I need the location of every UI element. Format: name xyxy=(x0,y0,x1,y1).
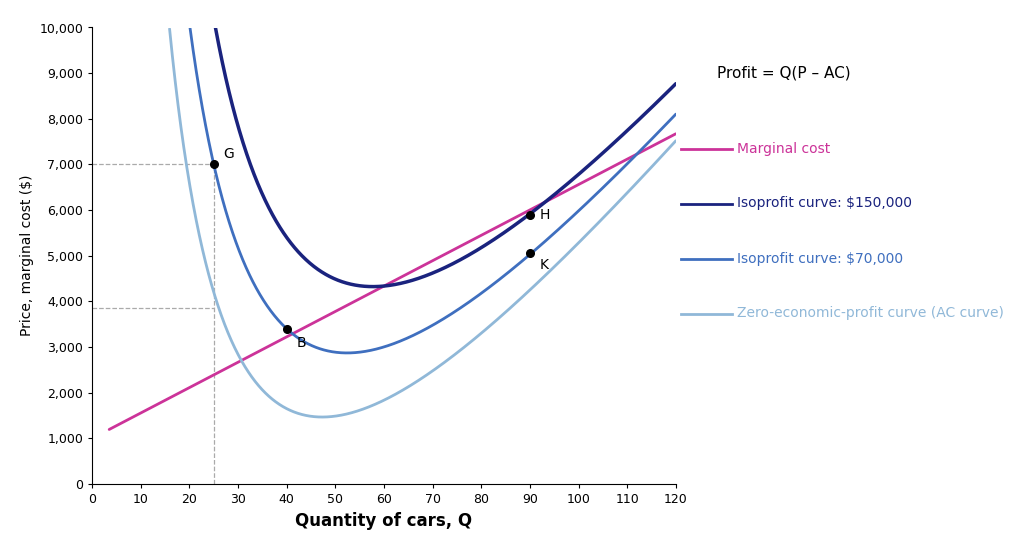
Text: K: K xyxy=(540,258,549,272)
Y-axis label: Price, marginal cost ($): Price, marginal cost ($) xyxy=(19,175,34,337)
Text: Isoprofit curve: $150,000: Isoprofit curve: $150,000 xyxy=(737,196,912,211)
Text: H: H xyxy=(540,208,550,222)
X-axis label: Quantity of cars, Q: Quantity of cars, Q xyxy=(296,512,472,530)
Text: Isoprofit curve: $70,000: Isoprofit curve: $70,000 xyxy=(737,251,903,266)
Text: Zero-economic-profit curve (AC curve): Zero-economic-profit curve (AC curve) xyxy=(737,306,1005,321)
Text: B: B xyxy=(297,336,306,350)
Text: Profit = Q(P – AC): Profit = Q(P – AC) xyxy=(717,66,850,81)
Text: G: G xyxy=(223,147,234,161)
Text: Marginal cost: Marginal cost xyxy=(737,141,830,156)
